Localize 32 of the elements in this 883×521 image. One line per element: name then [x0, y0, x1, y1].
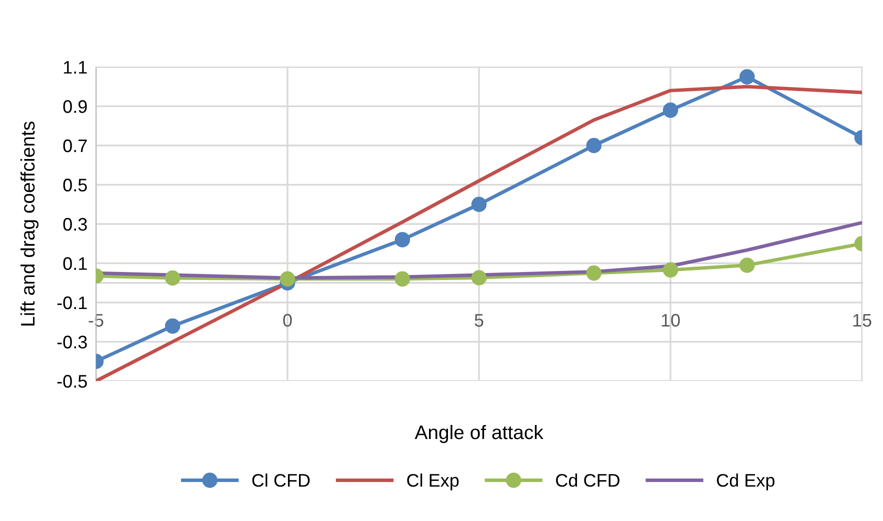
y-tick-label: 0.7	[63, 139, 87, 152]
point	[662, 262, 678, 278]
x-axis-title: Angle of attack	[414, 424, 544, 444]
y-tick-label: -0.5	[57, 374, 87, 388]
y-tick-label: 0.5	[63, 178, 87, 192]
point	[586, 265, 602, 281]
x-tick-label: 0	[283, 314, 292, 327]
point	[471, 196, 487, 212]
point	[586, 138, 602, 154]
point	[164, 318, 180, 334]
point	[394, 271, 410, 287]
legend-label: Cl Exp	[407, 474, 459, 490]
point	[739, 69, 755, 84]
point	[739, 258, 755, 273]
point	[662, 102, 678, 118]
y-tick-label: 0.1	[63, 257, 87, 270]
y-tick-label: 0.3	[63, 218, 87, 231]
legend-label: Cd CFD	[556, 474, 620, 487]
legend-label: Cd Exp	[716, 474, 774, 490]
y-tick-label: -0.3	[57, 336, 87, 348]
x-tick-label: 10	[662, 314, 680, 327]
point	[471, 270, 487, 286]
y-tick-label: 1.1	[64, 61, 87, 74]
x-tick-label: 15	[853, 314, 872, 327]
point	[164, 270, 180, 286]
y-axis-title: Lift and drag coeffcients	[20, 122, 39, 326]
x-tick-label: 5	[474, 314, 484, 327]
legend-label: Cl CFD	[252, 474, 310, 487]
y-tick-label: 0.9	[63, 100, 87, 113]
y-tick-label: -0.1	[57, 296, 87, 310]
point	[280, 271, 296, 287]
point	[394, 232, 410, 248]
